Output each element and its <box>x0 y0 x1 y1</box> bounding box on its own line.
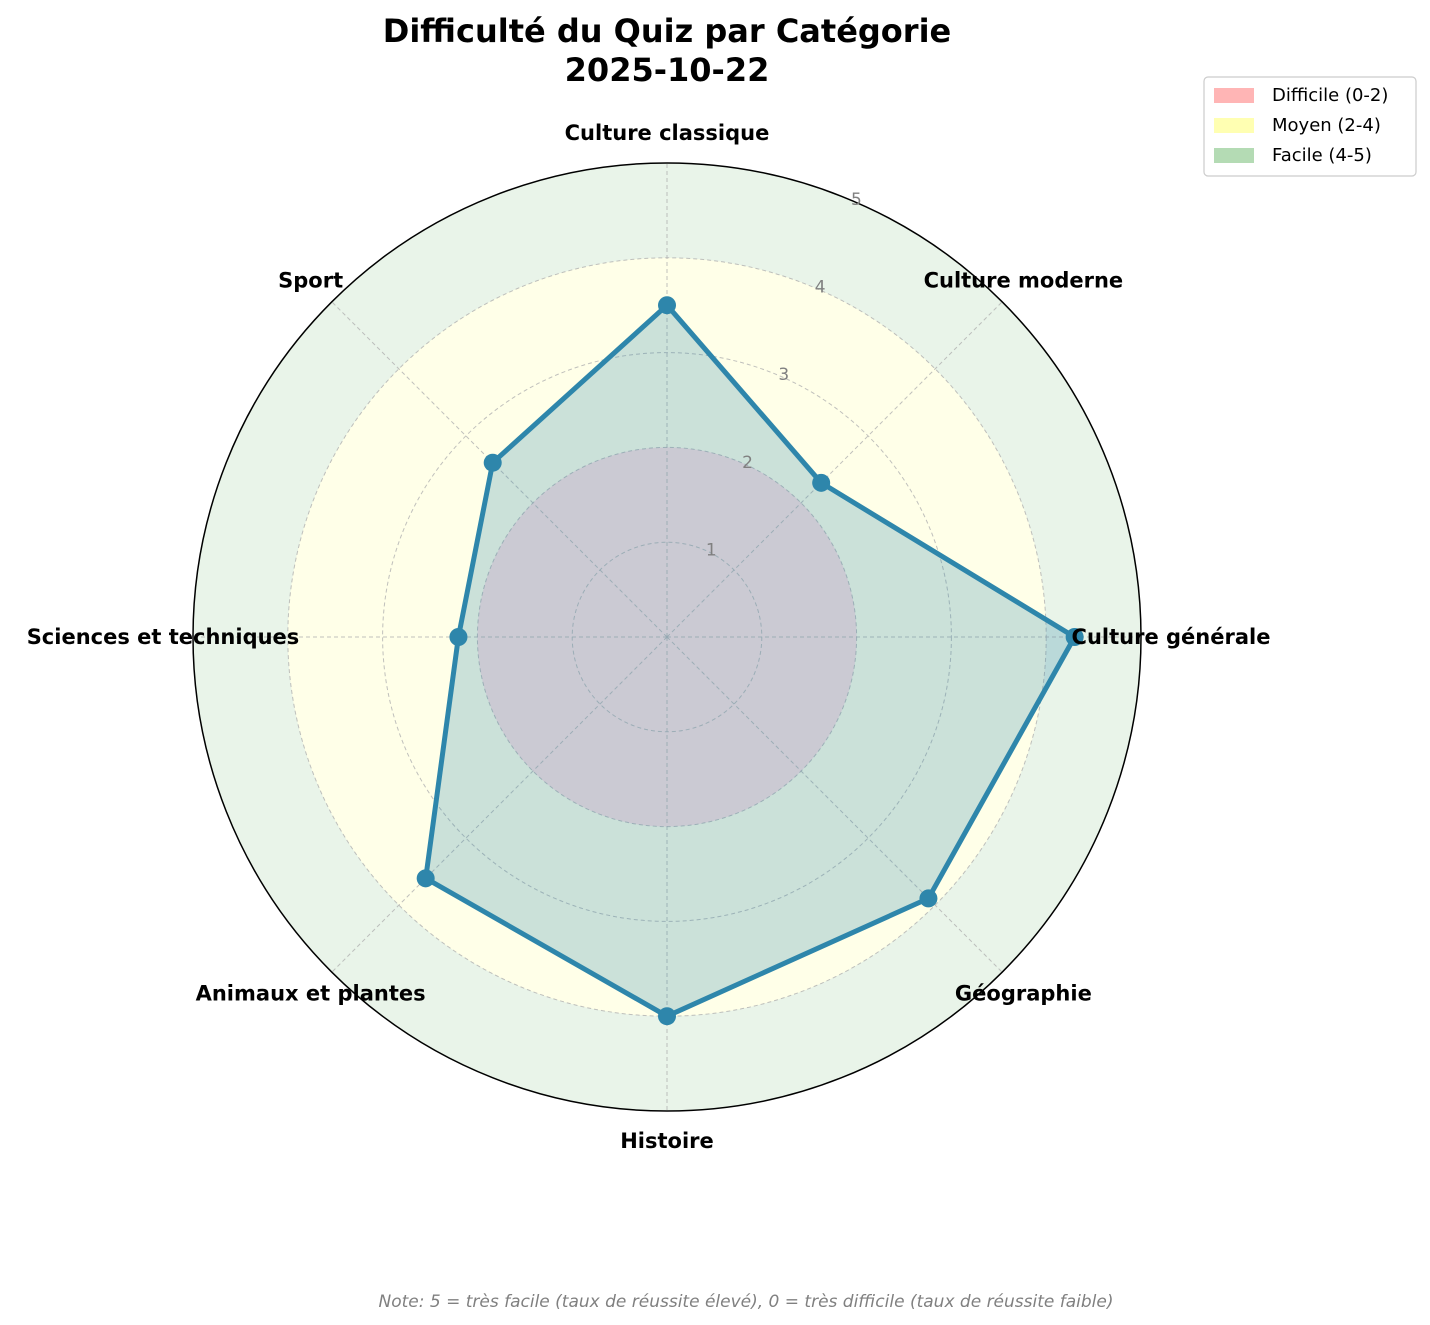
category-label-2: Culture classique <box>565 121 770 145</box>
category-label-4: Sciences et techniques <box>27 625 300 649</box>
radial-tick-label-4: 4 <box>815 278 826 298</box>
radial-tick-label-5: 5 <box>851 190 862 210</box>
chart-title: Difficulté du Quiz par Catégorie <box>383 12 951 50</box>
grid-spoke-7 <box>666 636 1003 973</box>
radial-tick-label-1: 1 <box>706 540 717 560</box>
chart-subtitle: 2025-10-22 <box>565 51 770 89</box>
category-label-1: Culture moderne <box>924 269 1124 293</box>
legend-swatch-1 <box>1214 118 1254 133</box>
grid-spoke-3 <box>331 301 668 638</box>
grid-spoke-5 <box>331 636 668 973</box>
series-point-1 <box>812 473 831 492</box>
chart-note: Note: 5 = très facile (taux de réussite … <box>378 1292 1113 1312</box>
legend: Difficile (0-2) Moyen (2-4) Facile (4-5) <box>1203 76 1417 177</box>
legend-box <box>1203 76 1417 177</box>
legend-label-2: Facile (4-5) <box>1272 145 1372 166</box>
legend-label-1: Moyen (2-4) <box>1272 115 1381 136</box>
radial-tick-label-3: 3 <box>778 365 789 385</box>
series-area <box>425 305 1075 1017</box>
outer-ring <box>192 162 1142 1112</box>
grid-ring-3 <box>382 352 952 922</box>
legend-swatch-0 <box>1214 88 1254 103</box>
series-point-5 <box>416 869 435 888</box>
category-label-6: Histoire <box>620 1129 714 1153</box>
series-point-4 <box>449 628 468 646</box>
series-layer <box>416 296 1084 1026</box>
category-labels: Culture générale Culture moderne Culture c… <box>27 121 1271 1153</box>
category-label-5: Animaux et plantes <box>196 981 426 1005</box>
category-label-0: Culture générale <box>1072 625 1271 649</box>
series-point-7 <box>919 889 938 908</box>
category-label-3: Sport <box>278 269 343 293</box>
grid-spoke-1 <box>666 301 1003 638</box>
series-point-2 <box>658 296 676 315</box>
radial-tick-label-2: 2 <box>742 453 753 473</box>
radial-tick-labels: 1 2 3 4 5 <box>706 190 862 560</box>
series-point-6 <box>658 1007 676 1026</box>
series-point-0 <box>1065 628 1084 646</box>
category-label-7: Géographie <box>955 981 1092 1005</box>
series-point-3 <box>483 453 502 472</box>
grid-layer <box>192 162 1142 1112</box>
legend-label-0: Difficile (0-2) <box>1272 85 1388 106</box>
legend-swatch-2 <box>1214 148 1254 163</box>
